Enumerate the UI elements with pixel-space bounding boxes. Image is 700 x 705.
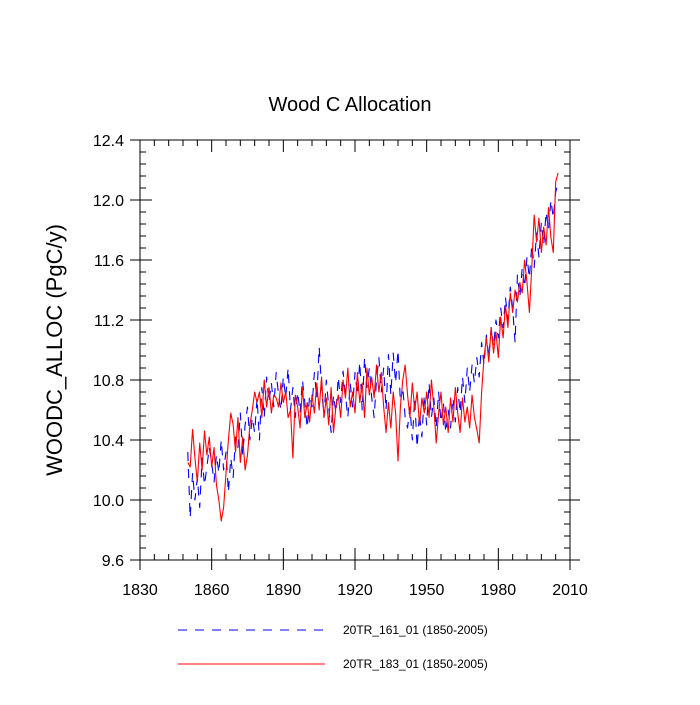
y-tick-label: 12.4 bbox=[93, 133, 124, 150]
legend-label-20tr-183: 20TR_183_01 (1850-2005) bbox=[343, 657, 488, 671]
x-tick-label: 1980 bbox=[481, 582, 517, 599]
series-line-20tr-183 bbox=[187, 172, 559, 522]
y-axis-label: WOODC_ALLOC (PgC/y) bbox=[42, 224, 67, 476]
y-tick-label: 12.0 bbox=[93, 193, 124, 210]
series-layer bbox=[187, 172, 559, 522]
y-tick-label: 10.0 bbox=[93, 493, 124, 510]
legend-label-20tr-161: 20TR_161_01 (1850-2005) bbox=[343, 623, 488, 637]
y-tick-label: 11.6 bbox=[94, 253, 124, 270]
x-tick-label: 1830 bbox=[122, 582, 158, 599]
y-tick-label: 10.8 bbox=[93, 373, 124, 390]
x-axis: 1830 1860 1890 1920 1950 1980 2010 bbox=[122, 140, 588, 599]
y-axis: 9.6 10.0 10.4 10.8 11.2 11.6 12.0 12.4 bbox=[93, 133, 580, 570]
y-tick-label: 11.2 bbox=[94, 313, 124, 330]
x-tick-label: 1950 bbox=[409, 582, 445, 599]
y-tick-label: 10.4 bbox=[93, 433, 124, 450]
x-tick-label: 1890 bbox=[266, 582, 302, 599]
x-tick-label: 2010 bbox=[552, 582, 588, 599]
chart-title: Wood C Allocation bbox=[268, 94, 431, 116]
legend: 20TR_161_01 (1850-2005) 20TR_183_01 (185… bbox=[178, 623, 488, 671]
x-tick-label: 1920 bbox=[337, 582, 373, 599]
x-tick-label: 1860 bbox=[194, 582, 230, 599]
y-tick-label: 9.6 bbox=[102, 553, 124, 570]
